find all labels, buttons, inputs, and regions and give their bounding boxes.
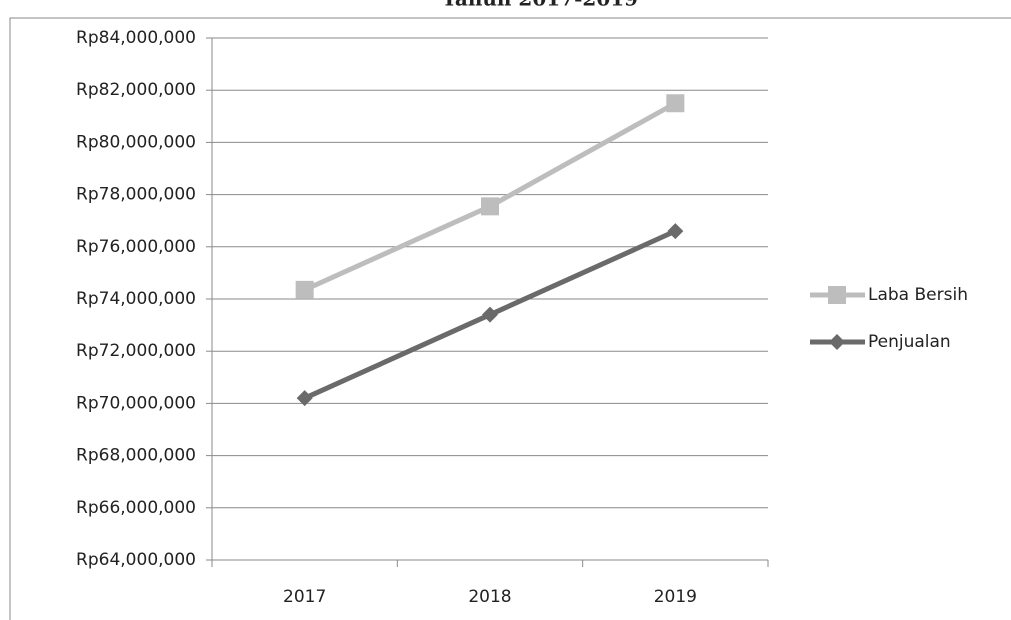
x-tick-label: 2017 bbox=[283, 587, 326, 607]
y-tick-label: Rp64,000,000 bbox=[76, 550, 196, 570]
marker bbox=[828, 286, 846, 304]
x-tick-label: 2019 bbox=[654, 587, 697, 607]
y-tick-label: Rp84,000,000 bbox=[76, 28, 196, 48]
y-tick-label: Rp76,000,000 bbox=[76, 237, 196, 257]
x-tick-label: 2018 bbox=[468, 587, 511, 607]
marker bbox=[482, 306, 498, 323]
marker bbox=[667, 223, 684, 240]
marker bbox=[666, 94, 685, 113]
y-tick-label: Rp82,000,000 bbox=[76, 80, 196, 100]
series-line bbox=[303, 101, 677, 293]
y-tick-label: Rp70,000,000 bbox=[76, 393, 196, 413]
y-tick-label: Rp72,000,000 bbox=[76, 341, 196, 361]
marker bbox=[829, 334, 845, 350]
marker bbox=[481, 197, 499, 216]
y-tick-label: Rp66,000,000 bbox=[76, 498, 196, 518]
chart-frame bbox=[9, 17, 1011, 620]
y-tick-label: Rp68,000,000 bbox=[76, 446, 196, 466]
chart-title: Tahun 2017-2019 bbox=[442, 0, 638, 11]
marker bbox=[296, 390, 313, 407]
y-tick-label: Rp78,000,000 bbox=[76, 185, 196, 205]
marker bbox=[295, 280, 314, 299]
y-tick-label: Rp80,000,000 bbox=[76, 132, 196, 152]
legend-label: Penjualan bbox=[868, 332, 951, 352]
y-tick-label: Rp74,000,000 bbox=[76, 289, 196, 309]
legend-label: Laba Bersih bbox=[868, 285, 968, 305]
